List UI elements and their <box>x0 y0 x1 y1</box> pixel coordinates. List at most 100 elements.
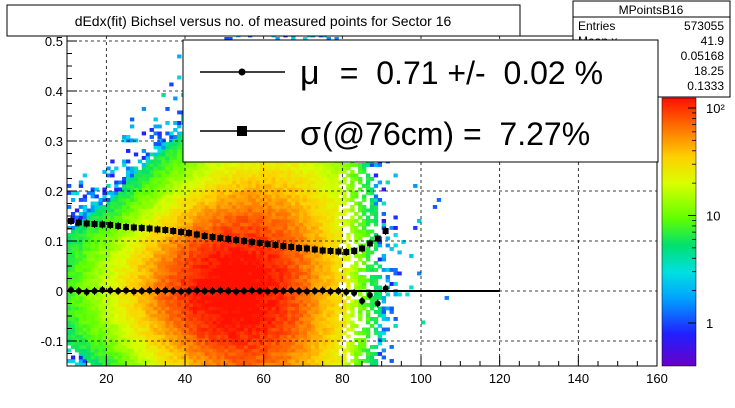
sigma-point <box>115 223 122 229</box>
y-tick-label: 0.4 <box>45 84 63 99</box>
legend-marker-square <box>237 126 247 136</box>
sigma-point <box>296 245 303 251</box>
sigma-point <box>130 224 137 231</box>
x-tick-label: 40 <box>178 371 192 386</box>
x-tick-label: 120 <box>489 371 511 386</box>
sigma-point <box>335 248 342 255</box>
stats-label: Entries <box>578 19 615 33</box>
sigma-point <box>185 230 192 236</box>
colorbar-axis: 1 10 10² <box>688 101 725 331</box>
mu-point <box>359 298 365 304</box>
sigma-point <box>193 231 200 238</box>
x-tick-label: 80 <box>335 371 349 386</box>
mu-point <box>343 289 350 295</box>
sigma-point <box>256 240 263 246</box>
sigma-point <box>264 241 271 247</box>
mu-point <box>327 288 334 295</box>
y-tick-label: 0.5 <box>45 34 63 49</box>
sigma-series <box>67 217 389 256</box>
colorbar-tick-label: 10 <box>706 209 720 224</box>
sigma-point <box>91 221 98 227</box>
sigma-point <box>178 229 185 235</box>
y-axis: -0.1 0 0.1 0.2 0.3 0.4 0.5 <box>41 34 77 367</box>
legend-sigma-symbol: σ <box>300 115 321 153</box>
sigma-point <box>288 244 295 250</box>
stats-value: 41.9 <box>701 34 725 48</box>
sigma-point <box>146 225 153 232</box>
mu-point <box>138 288 145 294</box>
stats-value: 0.1333 <box>687 79 724 93</box>
sigma-point <box>154 226 161 233</box>
mu-point <box>256 288 263 294</box>
legend-sigma-text: (@76cm) = 7.27% <box>322 116 590 152</box>
mu-point <box>264 288 271 295</box>
x-tick-label: 100 <box>410 371 432 386</box>
mu-point <box>115 288 122 294</box>
colorbar <box>662 98 696 366</box>
sigma-point <box>67 218 74 224</box>
sigma-point <box>374 235 381 242</box>
sigma-point <box>248 239 255 245</box>
legend-mu-symbol: μ <box>300 54 320 92</box>
sigma-point <box>233 237 240 243</box>
x-axis: 20 40 60 80 100 120 140 160 <box>66 356 668 386</box>
chart-title: dEdx(fit) Bichsel versus no. of measured… <box>75 13 452 29</box>
legend-entry-sigma: σ (@76cm) = 7.27% <box>200 115 590 153</box>
mu-point <box>233 288 240 295</box>
legend-marker-circle <box>238 68 246 76</box>
mu-point <box>107 287 114 294</box>
mu-point <box>382 285 389 292</box>
mu-point <box>83 289 90 295</box>
mu-point <box>351 290 358 296</box>
mu-point <box>374 300 381 307</box>
mu-point <box>146 287 153 294</box>
mu-point <box>162 287 169 294</box>
sigma-point <box>225 236 232 242</box>
mu-point <box>296 288 303 294</box>
mu-point <box>75 288 82 294</box>
x-tick-label: 60 <box>256 371 270 386</box>
mu-point <box>366 292 373 298</box>
title-box <box>6 4 521 37</box>
sigma-point <box>209 234 216 240</box>
x-tick-label: 140 <box>567 371 589 386</box>
sigma-point <box>382 228 389 234</box>
sigma-point <box>138 225 145 231</box>
sigma-point <box>201 233 208 239</box>
mu-point <box>335 288 342 294</box>
x-tick-label: 160 <box>646 371 668 386</box>
y-tick-label: 0.3 <box>45 134 63 149</box>
mu-point <box>303 288 310 295</box>
sigma-point <box>351 248 358 254</box>
mu-point <box>91 288 98 294</box>
mu-point <box>154 288 161 294</box>
sigma-point <box>280 243 287 249</box>
mu-point <box>67 287 74 293</box>
sigma-point <box>327 248 334 254</box>
sigma-point <box>272 242 279 248</box>
mu-point <box>123 287 129 294</box>
sigma-point <box>303 245 310 252</box>
colorbar-tick-label: 10² <box>706 101 725 116</box>
sigma-point <box>99 221 106 228</box>
mu-point <box>99 287 106 293</box>
colorbar-tick-label: 1 <box>706 316 713 331</box>
mu-point <box>241 288 247 294</box>
legend-entry-mu: μ = 0.71 +/- 0.02 % <box>200 54 603 92</box>
sigma-point <box>241 238 247 244</box>
stats-value: 18.25 <box>694 64 724 78</box>
mu-point <box>311 288 318 294</box>
mu-point <box>319 287 326 294</box>
stats-value: 0.05168 <box>681 49 725 63</box>
mu-point <box>280 288 287 294</box>
sigma-point <box>343 249 350 255</box>
sigma-point <box>123 224 129 230</box>
mu-point <box>248 287 255 294</box>
mu-point <box>288 287 295 294</box>
sigma-point <box>217 235 224 241</box>
x-tick-label: 20 <box>99 371 113 386</box>
sigma-point <box>170 228 177 234</box>
sigma-point <box>75 219 82 226</box>
sigma-point <box>359 245 365 252</box>
